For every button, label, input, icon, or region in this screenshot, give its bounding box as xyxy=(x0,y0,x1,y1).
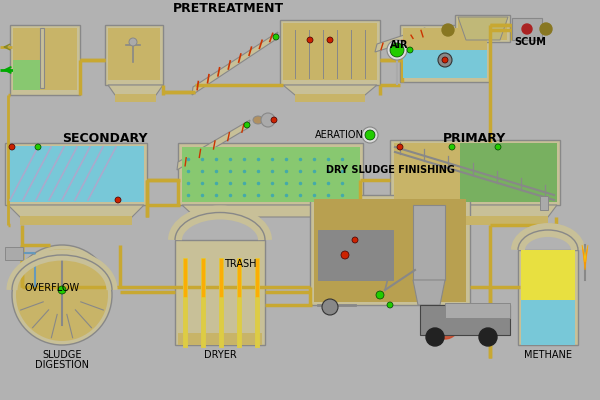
Bar xyxy=(400,25,490,82)
Circle shape xyxy=(387,302,393,308)
Circle shape xyxy=(495,144,501,150)
Bar xyxy=(5,247,23,260)
Circle shape xyxy=(341,251,349,259)
Text: METHANE: METHANE xyxy=(524,350,572,360)
Text: AIR: AIR xyxy=(390,40,409,50)
Bar xyxy=(13,28,43,90)
Polygon shape xyxy=(584,245,586,265)
Circle shape xyxy=(9,144,15,150)
Circle shape xyxy=(322,299,338,315)
Ellipse shape xyxy=(253,116,263,124)
Circle shape xyxy=(244,122,250,128)
Bar xyxy=(178,333,262,345)
Bar xyxy=(420,305,510,335)
Circle shape xyxy=(115,197,121,203)
Circle shape xyxy=(397,144,403,150)
Polygon shape xyxy=(375,28,427,52)
Circle shape xyxy=(35,144,41,150)
Bar xyxy=(390,140,560,205)
Bar xyxy=(413,205,445,280)
Circle shape xyxy=(129,38,137,46)
Bar xyxy=(10,25,80,95)
Text: PRETREATMENT: PRETREATMENT xyxy=(172,2,284,14)
Bar xyxy=(445,303,510,318)
Bar xyxy=(115,94,156,102)
Polygon shape xyxy=(283,85,377,95)
Circle shape xyxy=(426,328,444,346)
Text: TRASH: TRASH xyxy=(224,259,256,269)
Bar xyxy=(108,28,160,80)
Circle shape xyxy=(438,53,452,67)
Bar xyxy=(40,28,44,88)
Circle shape xyxy=(271,117,277,123)
Circle shape xyxy=(376,291,384,299)
Bar xyxy=(521,300,575,345)
Polygon shape xyxy=(8,205,144,217)
Bar xyxy=(105,25,163,85)
Bar xyxy=(512,18,542,40)
Circle shape xyxy=(58,286,66,294)
Bar xyxy=(540,196,548,210)
Circle shape xyxy=(431,311,459,339)
Polygon shape xyxy=(458,17,508,40)
Circle shape xyxy=(327,37,333,43)
Text: SCUM: SCUM xyxy=(514,37,546,47)
Polygon shape xyxy=(394,205,557,217)
Circle shape xyxy=(387,40,407,60)
Polygon shape xyxy=(177,120,250,170)
Text: AERATION: AERATION xyxy=(315,130,364,140)
Bar xyxy=(280,20,380,85)
Circle shape xyxy=(449,144,455,150)
Circle shape xyxy=(352,237,358,243)
Bar xyxy=(403,50,487,78)
Polygon shape xyxy=(413,280,445,305)
Circle shape xyxy=(362,127,378,143)
Bar xyxy=(310,195,470,305)
Polygon shape xyxy=(582,245,588,270)
Bar xyxy=(295,94,365,102)
Text: SLUDGE: SLUDGE xyxy=(42,350,82,360)
Circle shape xyxy=(16,249,108,341)
Bar xyxy=(318,230,393,280)
Polygon shape xyxy=(108,85,163,95)
Text: DIGESTION: DIGESTION xyxy=(35,360,89,370)
Bar xyxy=(458,17,507,40)
Bar xyxy=(178,143,363,205)
Circle shape xyxy=(261,113,275,127)
Text: SECONDARY: SECONDARY xyxy=(62,132,148,144)
Polygon shape xyxy=(182,205,356,217)
Circle shape xyxy=(12,245,112,345)
Circle shape xyxy=(479,328,497,346)
Bar xyxy=(394,143,557,202)
Bar xyxy=(455,15,510,42)
Bar xyxy=(5,143,147,205)
Circle shape xyxy=(407,47,413,53)
Bar xyxy=(403,216,548,225)
Bar xyxy=(314,199,466,302)
Circle shape xyxy=(390,43,404,57)
Text: OVERFLOW: OVERFLOW xyxy=(25,283,80,293)
Bar xyxy=(8,146,144,202)
Bar xyxy=(518,250,578,345)
Circle shape xyxy=(307,37,313,43)
Bar xyxy=(403,28,487,78)
Text: DRYER: DRYER xyxy=(203,350,236,360)
Circle shape xyxy=(522,24,532,34)
Bar xyxy=(283,23,377,80)
Bar xyxy=(13,60,40,90)
Bar xyxy=(175,240,265,345)
Bar xyxy=(521,250,575,300)
Bar xyxy=(182,147,360,202)
Circle shape xyxy=(442,24,454,36)
Text: DRY SLUDGE FINISHING: DRY SLUDGE FINISHING xyxy=(326,165,454,175)
Circle shape xyxy=(365,130,375,140)
Bar xyxy=(460,143,557,202)
Circle shape xyxy=(273,34,279,40)
Bar xyxy=(13,28,77,90)
Bar xyxy=(20,216,132,225)
Polygon shape xyxy=(192,32,278,95)
Circle shape xyxy=(442,57,448,63)
Text: PRIMARY: PRIMARY xyxy=(443,132,506,144)
Circle shape xyxy=(540,23,552,35)
